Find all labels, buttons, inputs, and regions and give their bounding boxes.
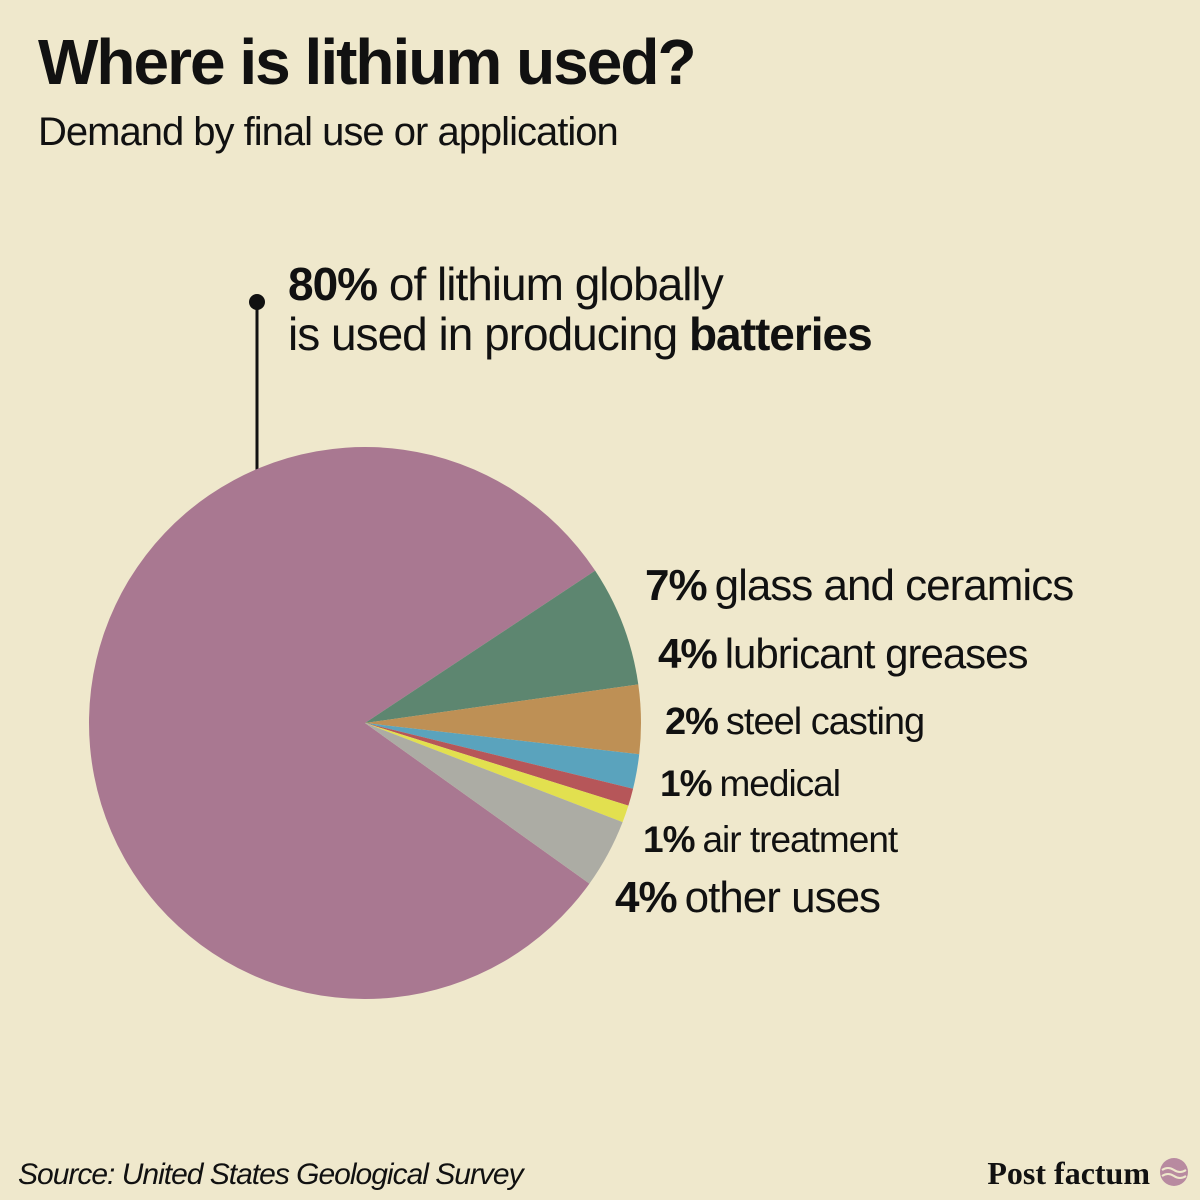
chart-title: Where is lithium used? (38, 26, 695, 98)
slice-category: other uses (685, 873, 880, 922)
slice-label: 1% air treatment (643, 819, 899, 860)
annotation-line: is used in producing batteries (288, 308, 872, 360)
slice-value-label: 1% (660, 763, 712, 804)
pie-slice (365, 570, 639, 723)
slice-value-label: 2% (665, 701, 718, 743)
annotation-text: is used in producing (288, 308, 677, 360)
slice-value-label: 1% (643, 819, 695, 860)
annotation-category: batteries (689, 308, 872, 360)
annotation-value: 80% (288, 258, 377, 310)
pie-slice (365, 723, 629, 823)
pie-slice (88, 447, 596, 1000)
slice-category: air treatment (702, 819, 898, 860)
slice-category: medical (719, 763, 840, 804)
pie-slice (365, 723, 640, 789)
pie-slice (365, 684, 641, 755)
annotation-text: of lithium globally (389, 258, 724, 310)
source: Source: United States Geological Survey (18, 1158, 526, 1191)
chart-subtitle: Demand by final use or application (38, 110, 618, 154)
slice-category: lubricant greases (725, 630, 1028, 677)
slice-category: steel casting (726, 701, 924, 743)
pie-slice (365, 723, 634, 806)
brand-logo (1160, 1158, 1188, 1186)
slice-label: 7% glass and ceramics (645, 561, 1073, 610)
slice-label: 4% lubricant greases (658, 630, 1028, 677)
annotation-line: 80% of lithium globally (288, 258, 724, 310)
slice-label: 2% steel casting (665, 701, 924, 743)
slice-value-label: 7% (645, 561, 707, 610)
pie (88, 447, 641, 1000)
annotation-dot (249, 294, 265, 310)
slice-label: 1% medical (660, 763, 840, 804)
brand: Post factum (987, 1155, 1150, 1191)
slice-category: glass and ceramics (715, 561, 1074, 610)
slice-value-label: 4% (615, 873, 677, 922)
pie-slice (365, 723, 623, 884)
slice-label: 4% other uses (615, 873, 880, 922)
slice-value-label: 4% (658, 630, 717, 677)
